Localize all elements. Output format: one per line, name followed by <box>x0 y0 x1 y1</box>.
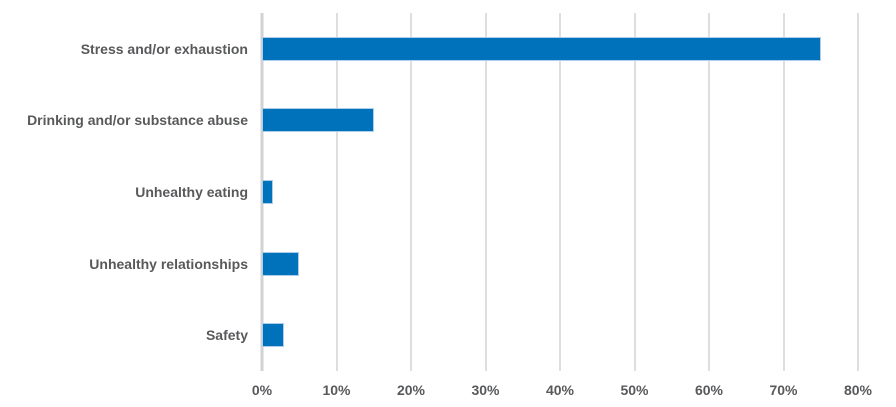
category-label: Safety <box>205 327 248 344</box>
bar-row <box>262 108 858 133</box>
gridline <box>335 13 338 371</box>
gridline <box>484 13 487 371</box>
bar-stress-and-or-exhaustion <box>262 36 821 61</box>
x-tick-label: 10% <box>322 382 351 398</box>
gridline <box>410 13 412 371</box>
bar-row <box>262 251 858 276</box>
bar-row <box>262 36 858 61</box>
bar-safety <box>262 323 285 348</box>
category-label: Unhealthy relationships <box>89 255 248 272</box>
bar-unhealthy-eating <box>262 180 274 204</box>
gridline <box>857 13 859 371</box>
x-tick-label: 40% <box>545 382 575 398</box>
bar-drinking-and-or-substance-abuse <box>262 108 374 133</box>
x-tick-label: 80% <box>843 382 873 398</box>
category-label: Drinking and/or substance abuse <box>27 112 248 129</box>
x-tick-label: 50% <box>620 382 649 398</box>
bar-row <box>262 323 858 348</box>
bar-row <box>262 180 858 204</box>
plot-area <box>260 13 859 371</box>
gridline <box>559 13 561 371</box>
x-tick-label: 70% <box>769 382 798 398</box>
bar-unhealthy-relationships <box>262 251 300 276</box>
gridline <box>708 13 710 371</box>
category-label: Stress and/or exhaustion <box>80 40 248 57</box>
gridline <box>782 13 785 371</box>
x-tick-label: 30% <box>471 382 500 398</box>
category-label: Unhealthy eating <box>135 184 248 200</box>
gridline <box>633 13 636 371</box>
x-tick-label: 0% <box>251 382 273 398</box>
category-axis: Stress and/or exhaustion Drinking and/or … <box>0 13 248 371</box>
value-axis: 0% 10% 20% 30% 40% 50% 60% 70% 80% <box>0 382 896 402</box>
x-tick-label: 20% <box>396 382 426 398</box>
x-tick-label: 60% <box>694 382 724 398</box>
